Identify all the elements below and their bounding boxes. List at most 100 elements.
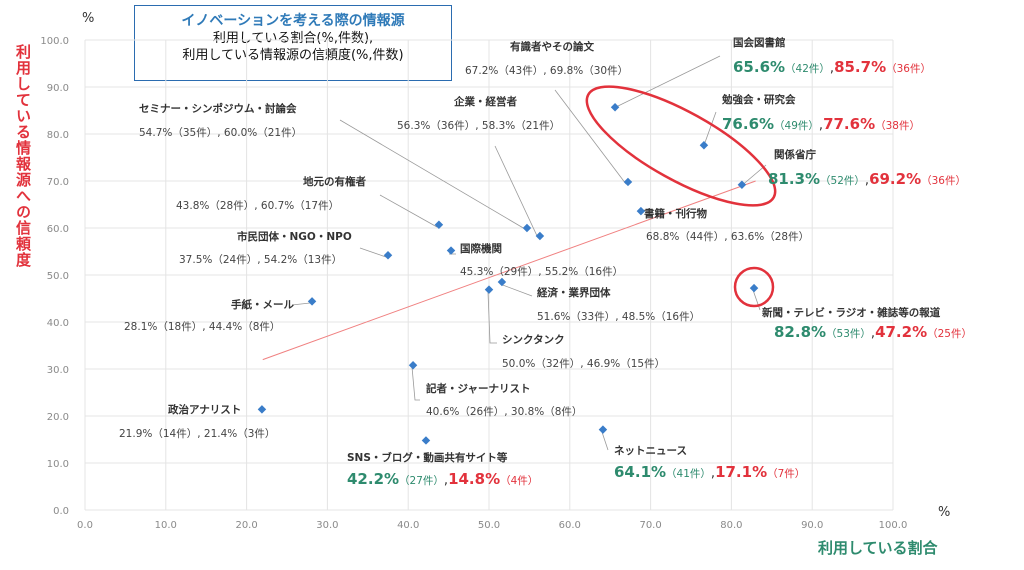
grid-lines: [84, 39, 894, 511]
data-label-name: 市民団体・NGO・NPO: [237, 230, 352, 243]
data-point: [749, 283, 759, 293]
data-label-value: 45.3%（29件）, 55.2%（16件）: [460, 266, 623, 278]
data-label-value: 21.9%（14件）, 21.4%（3件）: [119, 428, 275, 440]
data-point: [737, 180, 747, 190]
data-label-name: 国際機関: [460, 242, 502, 255]
data-label-value: 65.6%（42件）,85.7%（36件）: [733, 58, 931, 76]
data-label-value: 43.8%（28件）, 60.7%（17件）: [176, 200, 339, 212]
y-tick-label: 100.0: [40, 36, 69, 47]
data-label-name: 企業・経営者: [453, 95, 517, 108]
leader-line: [613, 55, 721, 109]
data-point: [257, 405, 267, 414]
chart-subtitle-1: 利用している割合(%,件数),: [212, 31, 374, 46]
x-tick-label: 50.0: [478, 520, 500, 531]
x-tick-label: 70.0: [639, 520, 661, 531]
highlight-ellipse: [585, 85, 777, 207]
x-tick-label: 90.0: [801, 520, 823, 531]
y-tick-label: 90.0: [47, 83, 69, 94]
chart-title: イノベーションを考える際の情報源: [181, 13, 405, 29]
x-tick-label: 60.0: [559, 520, 581, 531]
x-unit-label: %: [938, 505, 950, 520]
y-tick-label: 0.0: [53, 506, 69, 517]
data-label-value: 42.2%（27件）,14.8%（4件）: [347, 470, 538, 488]
y-tick-label: 40.0: [47, 318, 69, 329]
tick-labels: 0.0 10.0 20.0 30.0 40.0 50.0 60.0 70.0 80.0 90.0 1…: [40, 36, 907, 531]
data-label-name: SNS・ブログ・動画共有サイト等: [347, 451, 508, 464]
data-labels: 国会図書館 65.6%（42件）,85.7%（36件） 勉強会・研究会 76.6%（4…: [119, 36, 972, 488]
leader-line: [291, 302, 311, 306]
leader-line: [379, 194, 438, 228]
data-label-name: 書籍・刊行物: [644, 207, 707, 220]
data-label-name: シンクタンク: [502, 334, 565, 346]
y-unit-label: %: [82, 11, 94, 26]
x-tick-label: 0.0: [77, 520, 93, 531]
y-tick-label: 70.0: [47, 177, 69, 188]
leader-line: [359, 247, 387, 258]
data-label-value: 68.8%（44件）, 63.6%（28件）: [646, 231, 809, 243]
data-point: [383, 251, 393, 260]
data-point: [598, 425, 608, 434]
y-tick-label: 60.0: [47, 224, 69, 235]
y-tick-label: 20.0: [47, 412, 69, 423]
leader-line: [554, 89, 627, 185]
leader-line: [601, 431, 609, 451]
data-label-name: 記者・ジャーナリスト: [426, 382, 530, 395]
x-tick-label: 80.0: [720, 520, 742, 531]
highlight-circle: [733, 266, 775, 308]
data-point: [497, 277, 507, 287]
leader-line: [411, 366, 420, 401]
data-label-value: 56.3%（36件）, 58.3%（21件）: [397, 120, 560, 132]
data-point: [535, 231, 545, 241]
data-label-name: 関係省庁: [774, 148, 816, 161]
trend-line-segment: [262, 180, 756, 361]
data-label-name: セミナー・シンポジウム・討論会: [139, 102, 297, 115]
data-label-value: 67.2%（43件）, 69.8%（30件）: [465, 65, 628, 77]
leader-line: [702, 111, 717, 149]
data-point: [434, 220, 444, 229]
data-label-name: 経済・業界団体: [537, 286, 611, 299]
x-tick-label: 40.0: [397, 520, 419, 531]
y-tick-label: 50.0: [47, 271, 69, 282]
leader-line: [494, 145, 539, 239]
data-label-name: 地元の有権者: [303, 175, 366, 188]
trend-line: [262, 180, 756, 361]
data-label-value: 64.1%（41件）,17.1%（7件）: [614, 463, 805, 481]
data-label-name: 勉強会・研究会: [721, 93, 796, 106]
data-label-name: 手紙・メール: [231, 298, 294, 311]
data-point: [699, 141, 709, 150]
data-point: [408, 360, 418, 370]
x-tick-label: 100.0: [879, 520, 908, 531]
leader-line: [487, 291, 497, 344]
y-tick-label: 10.0: [47, 459, 69, 470]
x-tick-label: 30.0: [316, 520, 338, 531]
data-label-name: 新聞・テレビ・ラジオ・雑誌等の報道: [762, 306, 941, 319]
y-tick-label: 30.0: [47, 365, 69, 376]
x-axis-title: 利用している割合: [818, 539, 939, 557]
leader-line: [752, 289, 761, 311]
chart-title-box: イノベーションを考える際の情報源 利用している割合(%,件数), 利用している情…: [134, 5, 452, 81]
data-label-name: 有識者やその論文: [510, 40, 594, 53]
data-point: [421, 436, 431, 445]
data-label-name: ネットニュース: [614, 445, 687, 457]
chart-subtitle-2: 利用している情報源の信頼度(%,件数): [182, 48, 404, 63]
leader-line: [339, 119, 526, 230]
data-label-name: 国会図書館: [733, 36, 786, 49]
y-axis-title: 利用している情報源への信頼度: [14, 44, 32, 268]
data-label-value: 54.7%（35件）, 60.0%（21件）: [139, 127, 302, 139]
leader-line: [499, 283, 533, 297]
data-label-value: 40.6%（26件）, 30.8%（8件）: [426, 406, 582, 418]
data-label-value: 51.6%（33件）, 48.5%（16件）: [537, 311, 700, 323]
highlight-circles: [585, 85, 777, 308]
x-tick-label: 10.0: [155, 520, 177, 531]
data-point: [446, 246, 456, 255]
data-point: [484, 285, 494, 294]
x-tick-label: 20.0: [235, 520, 257, 531]
data-label-value: 82.8%（53件）,47.2%（25件）: [774, 323, 972, 341]
data-label-value: 50.0%（32件）, 46.9%（15件）: [502, 358, 665, 370]
data-point: [522, 223, 532, 233]
data-label-name: 政治アナリスト: [168, 403, 241, 416]
data-point: [307, 297, 317, 306]
data-label-value: 28.1%（18件）, 44.4%（8件）: [124, 321, 280, 333]
data-label-value: 76.6%（49件）,77.6%（38件）: [722, 115, 920, 133]
